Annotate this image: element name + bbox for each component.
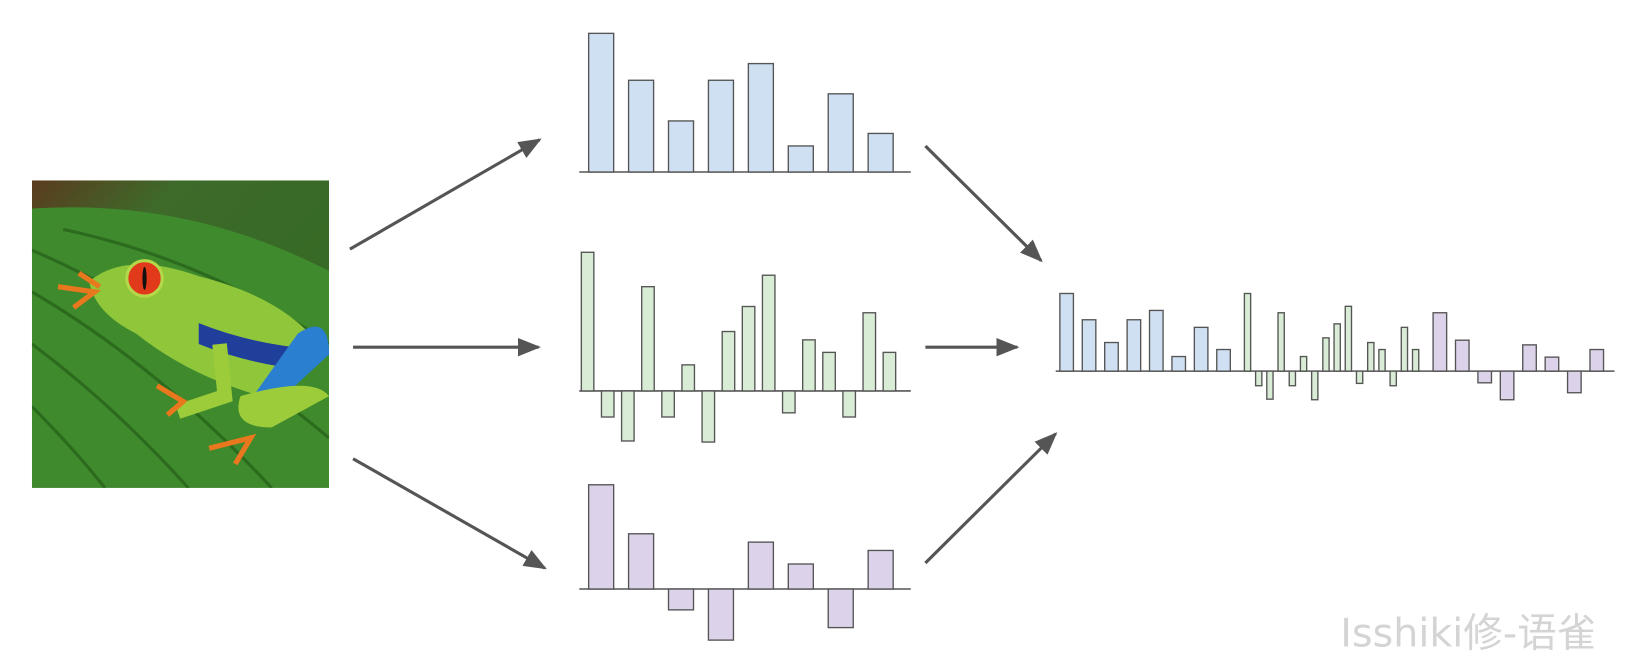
bar (707, 79, 735, 173)
watermark: Isshiki修-语雀 (1340, 610, 1596, 656)
bar (1104, 341, 1119, 372)
bar (701, 390, 716, 443)
bar (667, 120, 695, 173)
arrows (349, 138, 1058, 570)
bar (681, 364, 696, 392)
bar (1411, 348, 1420, 372)
bar (747, 62, 775, 173)
bar (747, 541, 775, 590)
bar (1148, 309, 1164, 372)
bar (1400, 326, 1409, 372)
bar (707, 588, 735, 641)
bar (761, 274, 776, 392)
bar (867, 132, 894, 173)
bar (1544, 356, 1560, 372)
bar (721, 330, 736, 392)
bar (867, 549, 894, 590)
bar (1288, 370, 1297, 387)
bar (787, 563, 814, 590)
bar (1432, 312, 1448, 372)
bar (827, 93, 854, 173)
bar (587, 484, 615, 590)
bar (862, 312, 877, 392)
bar (587, 32, 615, 173)
arrow (349, 138, 542, 251)
arrow (352, 457, 547, 570)
bar (882, 351, 897, 392)
bar (1254, 370, 1263, 387)
bar (1059, 292, 1075, 372)
bar (667, 588, 695, 611)
bar (641, 286, 655, 392)
bar (1566, 370, 1582, 394)
bar (580, 251, 595, 392)
bar (1477, 370, 1493, 384)
bar (1344, 305, 1353, 372)
bar (1322, 337, 1330, 372)
bar (822, 351, 836, 392)
bar (627, 533, 655, 590)
bar (600, 390, 615, 418)
bar (842, 390, 857, 418)
bar (661, 390, 676, 418)
bar (1216, 348, 1231, 372)
bar (787, 145, 814, 173)
bar (1333, 323, 1341, 372)
arrow (924, 432, 1058, 565)
bar (1266, 370, 1274, 400)
bar (620, 390, 635, 442)
bar (1522, 344, 1537, 372)
bar (627, 79, 655, 173)
bar (741, 305, 756, 392)
bar (1310, 370, 1319, 401)
bar (827, 588, 854, 629)
bar (1378, 348, 1386, 372)
bar (1454, 339, 1470, 372)
bar (801, 339, 816, 392)
bar (1193, 326, 1209, 372)
bar (1171, 355, 1187, 372)
bar (1277, 312, 1285, 372)
arrow (924, 144, 1043, 263)
bar (1299, 355, 1308, 372)
bar (781, 390, 796, 414)
bar (1589, 348, 1605, 372)
bar (1499, 370, 1515, 401)
frog-image (31, 180, 330, 488)
bar (1081, 319, 1097, 372)
bar (1355, 370, 1364, 385)
bar (1366, 341, 1375, 372)
bar (1389, 370, 1398, 387)
bar (1243, 292, 1252, 372)
bar (1126, 319, 1142, 372)
